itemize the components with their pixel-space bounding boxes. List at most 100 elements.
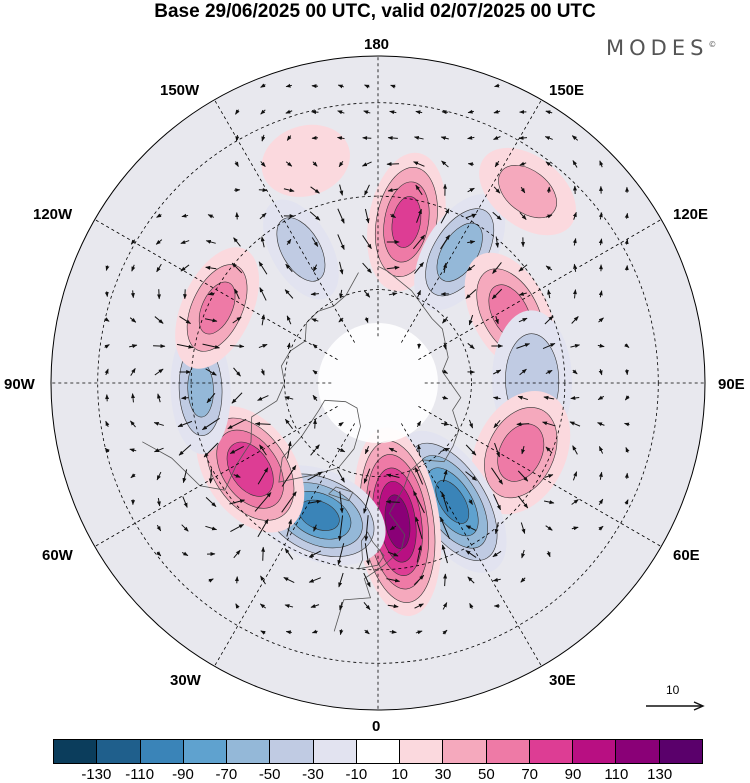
wind-vector <box>261 546 266 561</box>
colorbar-swatch <box>140 740 184 763</box>
wind-vector <box>181 395 189 400</box>
wind-vector <box>390 84 396 89</box>
wind-vector <box>233 473 241 478</box>
wind-vector <box>235 212 240 220</box>
wind-vector <box>205 265 217 270</box>
wind-vector <box>311 84 319 89</box>
wind-vector <box>208 578 214 583</box>
wind-vector <box>467 109 474 114</box>
wind-vector <box>337 469 345 483</box>
wind-vector <box>156 263 162 273</box>
wind-vector <box>441 491 449 512</box>
wind-vector <box>131 393 136 403</box>
wind-vector <box>495 236 500 248</box>
lon-label-120w: 120W <box>33 206 73 223</box>
anomaly-contour <box>435 479 470 524</box>
wind-vector <box>624 422 630 427</box>
wind-vector <box>493 135 501 140</box>
wind-vector <box>521 549 526 559</box>
wind-vector <box>313 524 318 532</box>
colorbar-tick-label: -10 <box>345 766 368 783</box>
lon-label-60e: 60E <box>673 547 700 564</box>
wind-vector <box>571 316 579 324</box>
wind-vector <box>389 525 397 531</box>
wind-vector <box>286 238 292 246</box>
wind-vector <box>235 109 240 115</box>
wind-vector <box>104 344 110 349</box>
wind-vector <box>364 208 370 224</box>
wind-vector <box>517 495 529 509</box>
wind-vector <box>229 499 246 505</box>
wind-vector <box>443 573 448 587</box>
wind-vector <box>598 498 604 506</box>
lon-label-90w: 90W <box>4 376 35 393</box>
wind-vector <box>234 288 240 300</box>
colorbar-swatch <box>270 740 314 763</box>
wind-vector <box>157 289 162 300</box>
pole-neutral-area <box>318 323 438 443</box>
wind-vector <box>362 235 372 250</box>
wind-vector <box>414 467 424 485</box>
colorbar-swatch <box>486 740 530 763</box>
wind-vector <box>572 160 578 168</box>
wind-vector <box>467 240 476 245</box>
wind-vector <box>493 494 501 511</box>
wind-vector <box>542 421 556 427</box>
coastline <box>358 531 385 570</box>
wind-vector <box>308 550 322 558</box>
wind-vector <box>545 525 553 531</box>
wind-vector <box>156 498 161 507</box>
wind-vector <box>599 160 604 168</box>
wind-vector <box>155 239 163 245</box>
wind-vector <box>467 187 475 193</box>
wind-vector <box>283 188 295 193</box>
wind-vector <box>283 576 295 584</box>
map-title: Base 29/06/2025 00 UTC, valid 02/07/2025… <box>154 1 596 22</box>
wind-vector <box>338 160 344 168</box>
reference-vector-label: 10 <box>666 683 680 697</box>
wind-vector <box>285 418 293 430</box>
wind-vector <box>312 394 318 401</box>
colorbar-swatch <box>573 740 617 763</box>
wind-vector <box>337 447 346 453</box>
modes-logo: MODES© <box>606 36 716 60</box>
wind-vector <box>416 289 421 298</box>
wind-vector <box>440 447 451 453</box>
wind-vector <box>339 601 344 611</box>
wind-vector <box>261 314 266 326</box>
meridian-line <box>418 219 662 360</box>
wind-vector <box>176 343 194 349</box>
wind-vector <box>413 574 425 586</box>
reference-vector-arrow <box>646 701 705 711</box>
wind-vector <box>235 603 240 609</box>
wind-vector <box>572 445 578 455</box>
wind-vector <box>284 289 294 299</box>
graticule-layer <box>51 56 705 710</box>
wind-vector <box>414 603 424 609</box>
wind-vector <box>416 208 422 223</box>
lon-label-0: 0 <box>372 718 381 735</box>
colorbar-swatch <box>183 740 228 763</box>
wind-vector <box>625 447 630 453</box>
wind-vector <box>336 136 345 141</box>
wind-vector <box>545 110 553 115</box>
wind-vector <box>494 316 499 325</box>
wind-vector <box>260 236 265 248</box>
wind-vector <box>440 136 449 141</box>
wind-vector <box>311 629 318 634</box>
wind-vector <box>202 343 220 349</box>
wind-vector <box>313 418 318 429</box>
wind-vector <box>230 523 245 533</box>
wind-vector <box>467 162 474 167</box>
wind-vector <box>207 291 214 296</box>
wind-vector <box>386 265 400 270</box>
colorbar-swatch <box>54 740 98 763</box>
wind-vector <box>441 160 449 168</box>
wind-vector <box>518 317 528 323</box>
wind-vector <box>154 368 164 376</box>
wind-vector <box>387 551 399 557</box>
anomaly-contour <box>498 165 557 219</box>
wind-vector <box>413 161 425 167</box>
lon-label-120e: 120E <box>673 206 709 223</box>
lon-label-60w: 60W <box>42 547 73 564</box>
